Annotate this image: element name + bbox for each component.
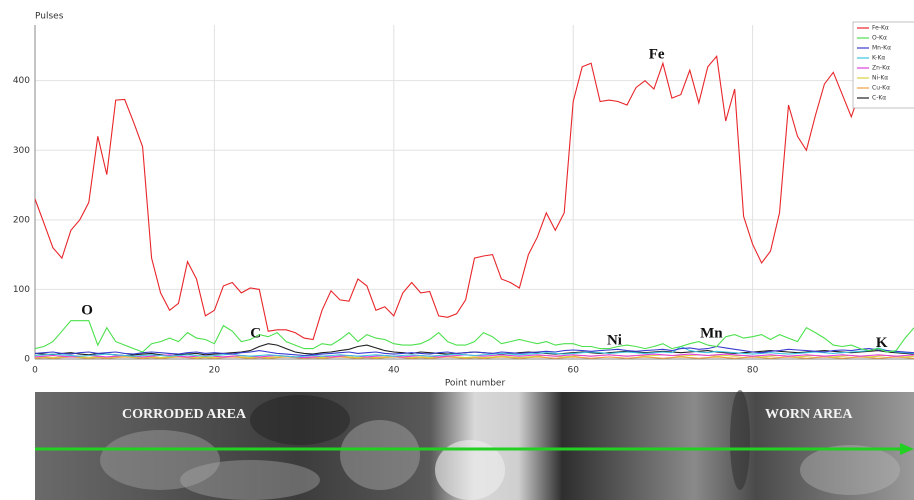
- x-tick-label: 20: [209, 366, 221, 376]
- legend-label: Ni-Kα: [872, 75, 888, 82]
- series-line: [35, 55, 914, 341]
- legend-label: C-Kα: [872, 95, 886, 102]
- annotation: O: [81, 302, 93, 318]
- y-tick-label: 400: [13, 76, 30, 86]
- plot-area: [35, 55, 914, 359]
- legend-label: Zn-Kα: [872, 65, 890, 72]
- image-label: CORRODED AREA: [122, 407, 247, 422]
- legend-label: Fe-Kα: [872, 25, 889, 32]
- micrograph: CORRODED AREA WORN AREA: [35, 390, 914, 500]
- series-line: [35, 345, 914, 357]
- series-line: [35, 356, 914, 359]
- legend-label: Mn-Kα: [872, 45, 891, 52]
- x-tick-label: 60: [567, 366, 579, 376]
- y-tick-label: 200: [13, 215, 30, 225]
- annotation: C: [250, 325, 261, 341]
- legend-box: [852, 21, 914, 109]
- annotation: Mn: [700, 325, 723, 341]
- x-tick-label: 40: [388, 366, 400, 376]
- x-tick-label: 0: [32, 366, 38, 376]
- grid: [34, 25, 914, 360]
- y-tick-label: 0: [24, 355, 30, 365]
- y-tick-label: 100: [13, 285, 30, 295]
- x-tick-label: 80: [747, 366, 759, 376]
- annotation: Fe: [649, 46, 665, 62]
- y-axis-label: Pulses: [35, 12, 64, 22]
- series-line: [35, 345, 914, 358]
- legend-label: O-Kα: [872, 35, 887, 42]
- annotation: Ni: [607, 332, 622, 348]
- legend-label: K-Kα: [872, 55, 885, 62]
- x-axis-label: Point number: [445, 379, 506, 389]
- image-label: WORN AREA: [765, 407, 853, 422]
- legend-label: Cu-Kα: [872, 85, 890, 92]
- series-line: [35, 320, 914, 353]
- y-tick-label: 300: [13, 146, 30, 156]
- annotation: K: [876, 335, 888, 351]
